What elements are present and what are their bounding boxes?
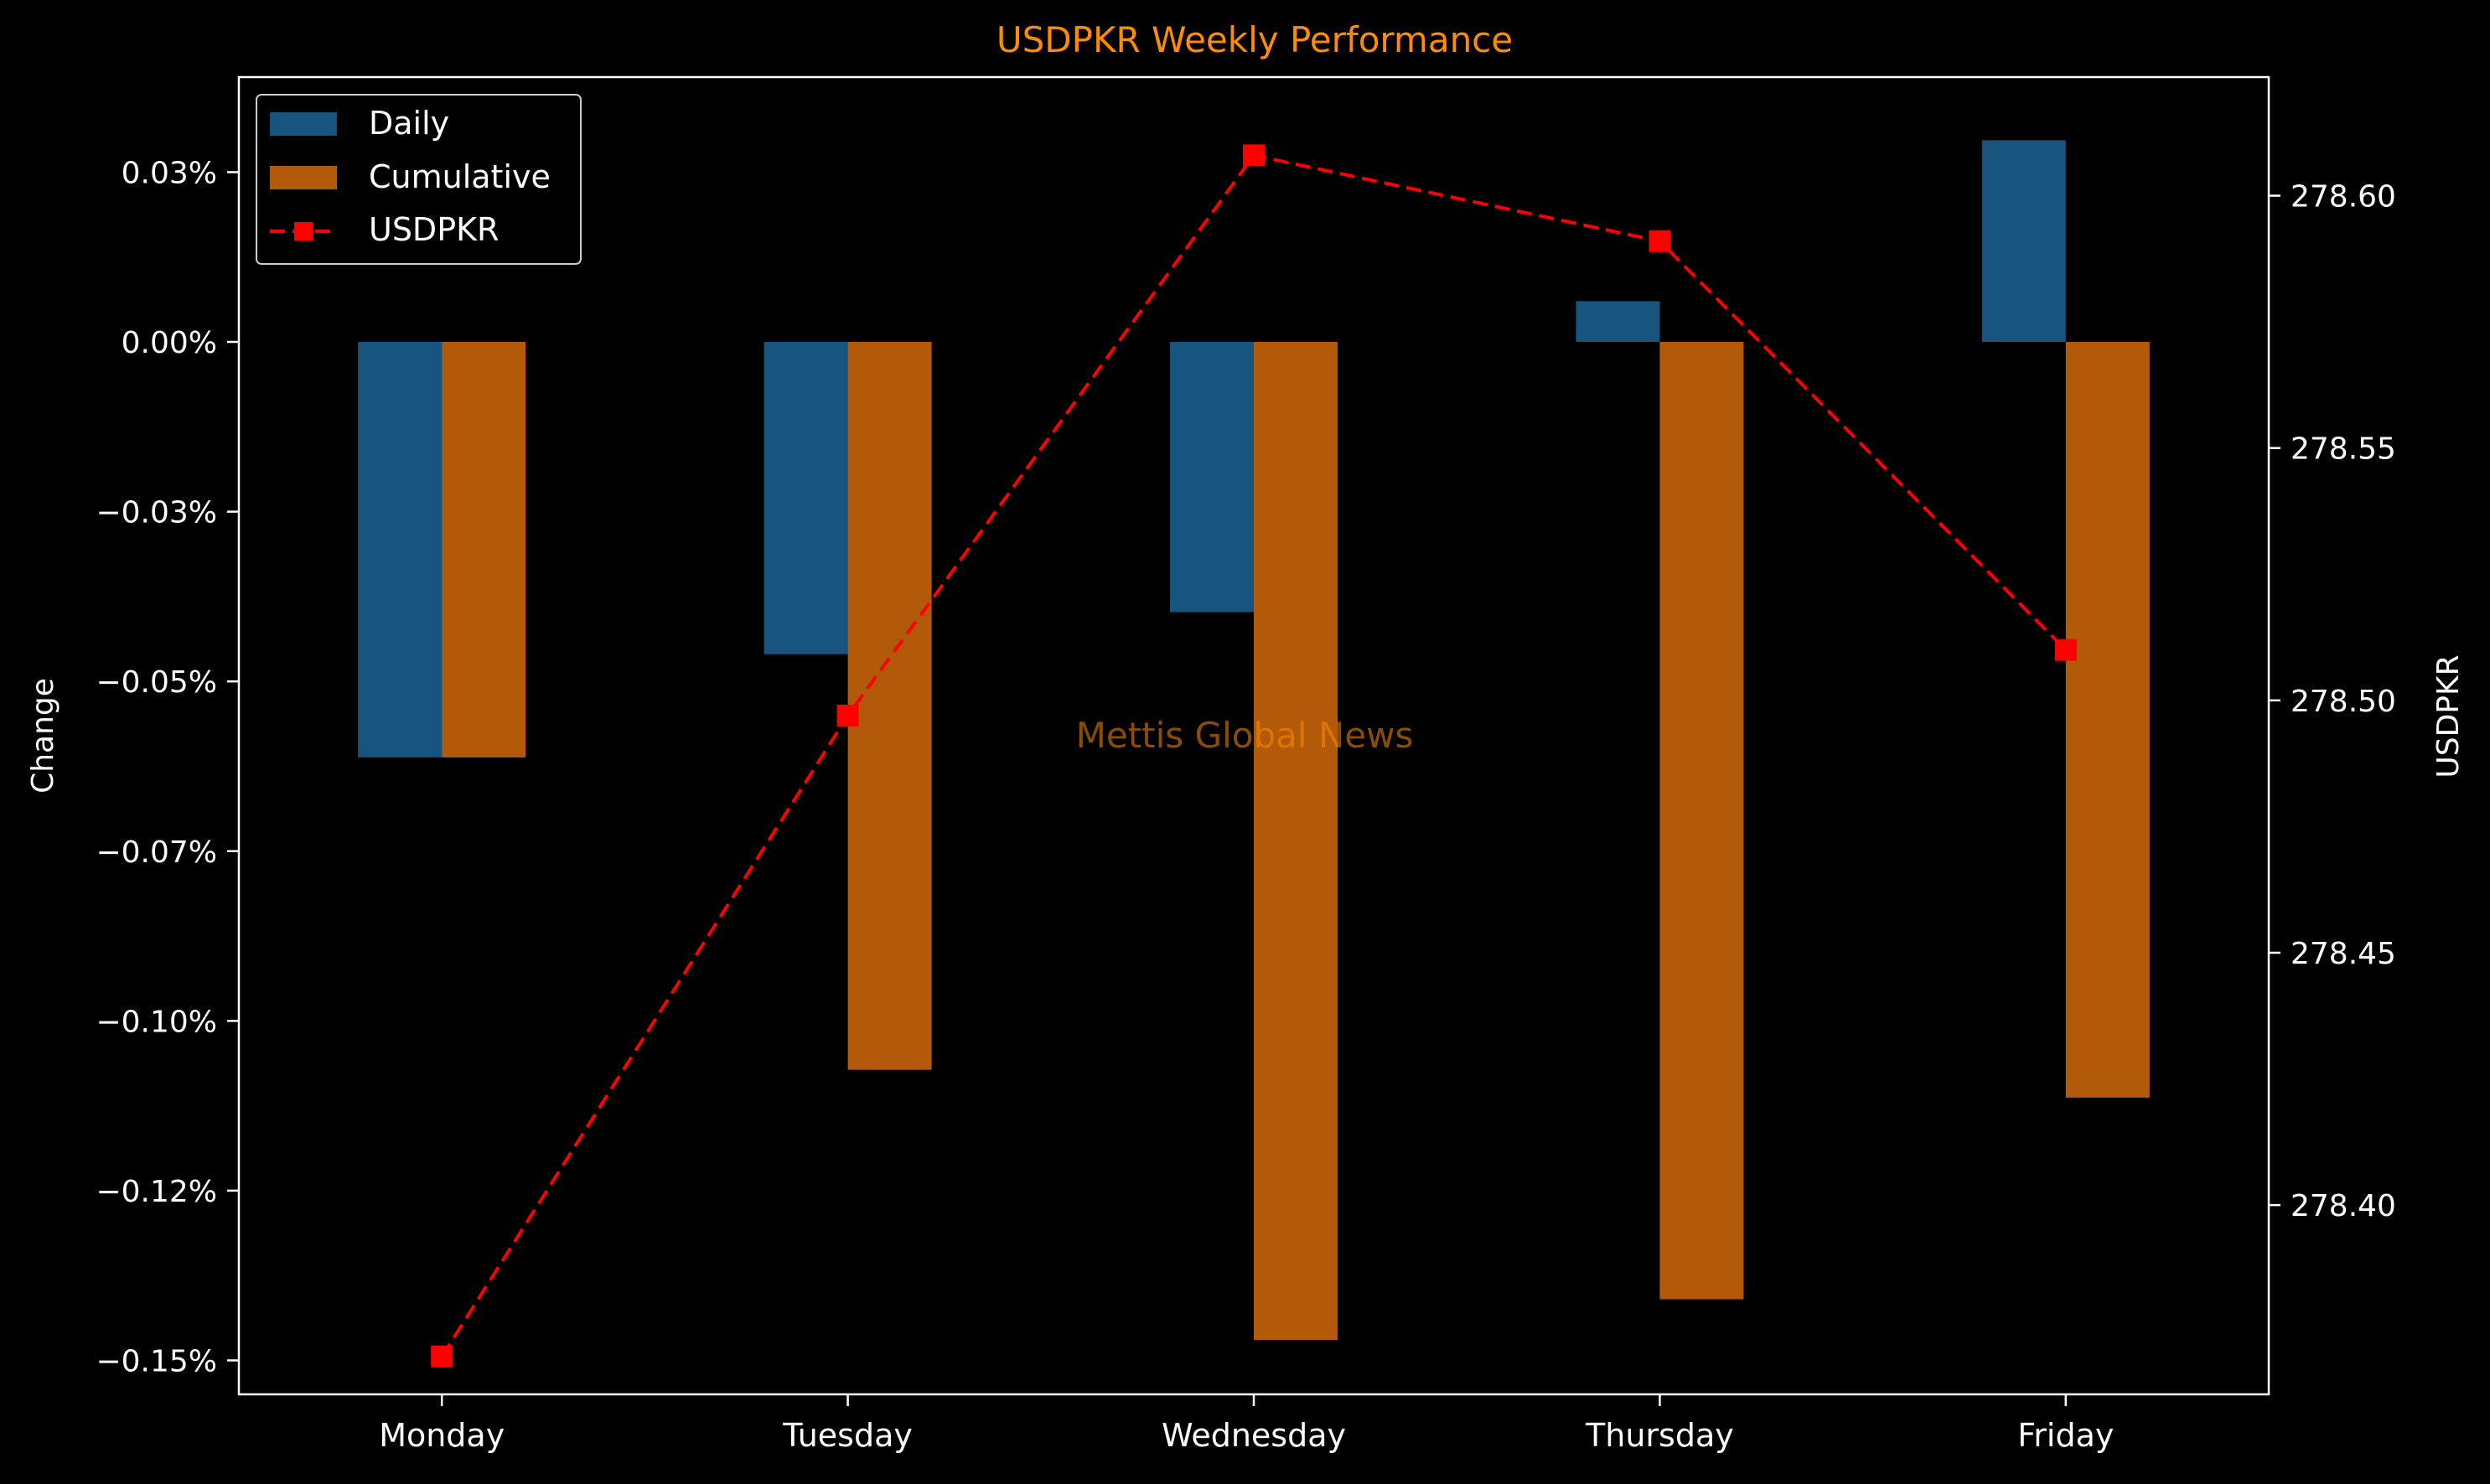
bar-daily-thursday [1576, 301, 1660, 343]
right-tick-label: 278.55 [2291, 432, 2396, 467]
legend-label-usdpkr: USDPKR [369, 211, 499, 248]
right-tick-label: 278.50 [2291, 685, 2396, 719]
bars-layer [358, 140, 2150, 1341]
plot-frame [237, 75, 2270, 1396]
bar-cumulative-thursday [1659, 342, 1744, 1300]
right-axis-label: USDPKR [2431, 654, 2466, 778]
bar-cumulative-tuesday [847, 342, 932, 1070]
legend-frame [256, 94, 582, 265]
bar-daily-tuesday [764, 342, 848, 654]
legend-label-daily: Daily [369, 105, 449, 142]
right-tick-label: 278.40 [2291, 1189, 2396, 1223]
left-tick-label: −0.12% [96, 1175, 217, 1209]
x-tick-label: Tuesday [782, 1417, 913, 1454]
x-tick-label: Friday [2017, 1417, 2114, 1454]
legend-swatch-daily [270, 112, 337, 136]
usdpkr-point-wednesday [1243, 144, 1265, 167]
left-tick-label: −0.05% [96, 665, 217, 700]
left-tick-label: −0.07% [96, 835, 217, 870]
usdpkr-point-tuesday [836, 704, 859, 726]
legend: Daily Cumulative USDPKR [256, 94, 582, 265]
x-tick-label: Monday [379, 1417, 505, 1454]
usdpkr-point-monday [431, 1345, 453, 1368]
usdpkr-point-thursday [1649, 230, 1671, 252]
legend-swatch-cumulative [270, 166, 337, 189]
left-tick-label: −0.03% [96, 496, 217, 530]
bar-cumulative-friday [2065, 342, 2150, 1098]
left-tick-label: 0.03% [122, 156, 217, 190]
chart-title: USDPKR Weekly Performance [997, 19, 1513, 60]
right-tick-label: 278.45 [2291, 937, 2396, 971]
left-tick-label: 0.00% [122, 326, 217, 360]
legend-label-cumulative: Cumulative [369, 158, 551, 195]
line-layer [431, 144, 2077, 1368]
right-tick-label: 278.60 [2291, 180, 2396, 215]
bar-cumulative-wednesday [1254, 342, 1338, 1341]
bar-cumulative-monday [442, 342, 526, 758]
left-tick-label: −0.10% [96, 1005, 217, 1039]
x-tick-label: Thursday [1585, 1417, 1734, 1454]
left-axis-label: Change [26, 678, 60, 794]
x-tick-label: Wednesday [1162, 1417, 1346, 1454]
watermark-text: Mettis Global News [1076, 715, 1414, 756]
axis-layer: 0.03% 0.00% −0.03% −0.05% −0.07% −0.10% −0.12%… [96, 156, 2396, 1454]
bar-daily-monday [358, 342, 443, 758]
bar-daily-wednesday [1170, 342, 1254, 613]
usdpkr-point-friday [2054, 639, 2077, 661]
left-tick-label: −0.15% [96, 1344, 217, 1378]
bar-daily-friday [1981, 140, 2066, 343]
legend-marker-usdpkr [294, 222, 313, 240]
